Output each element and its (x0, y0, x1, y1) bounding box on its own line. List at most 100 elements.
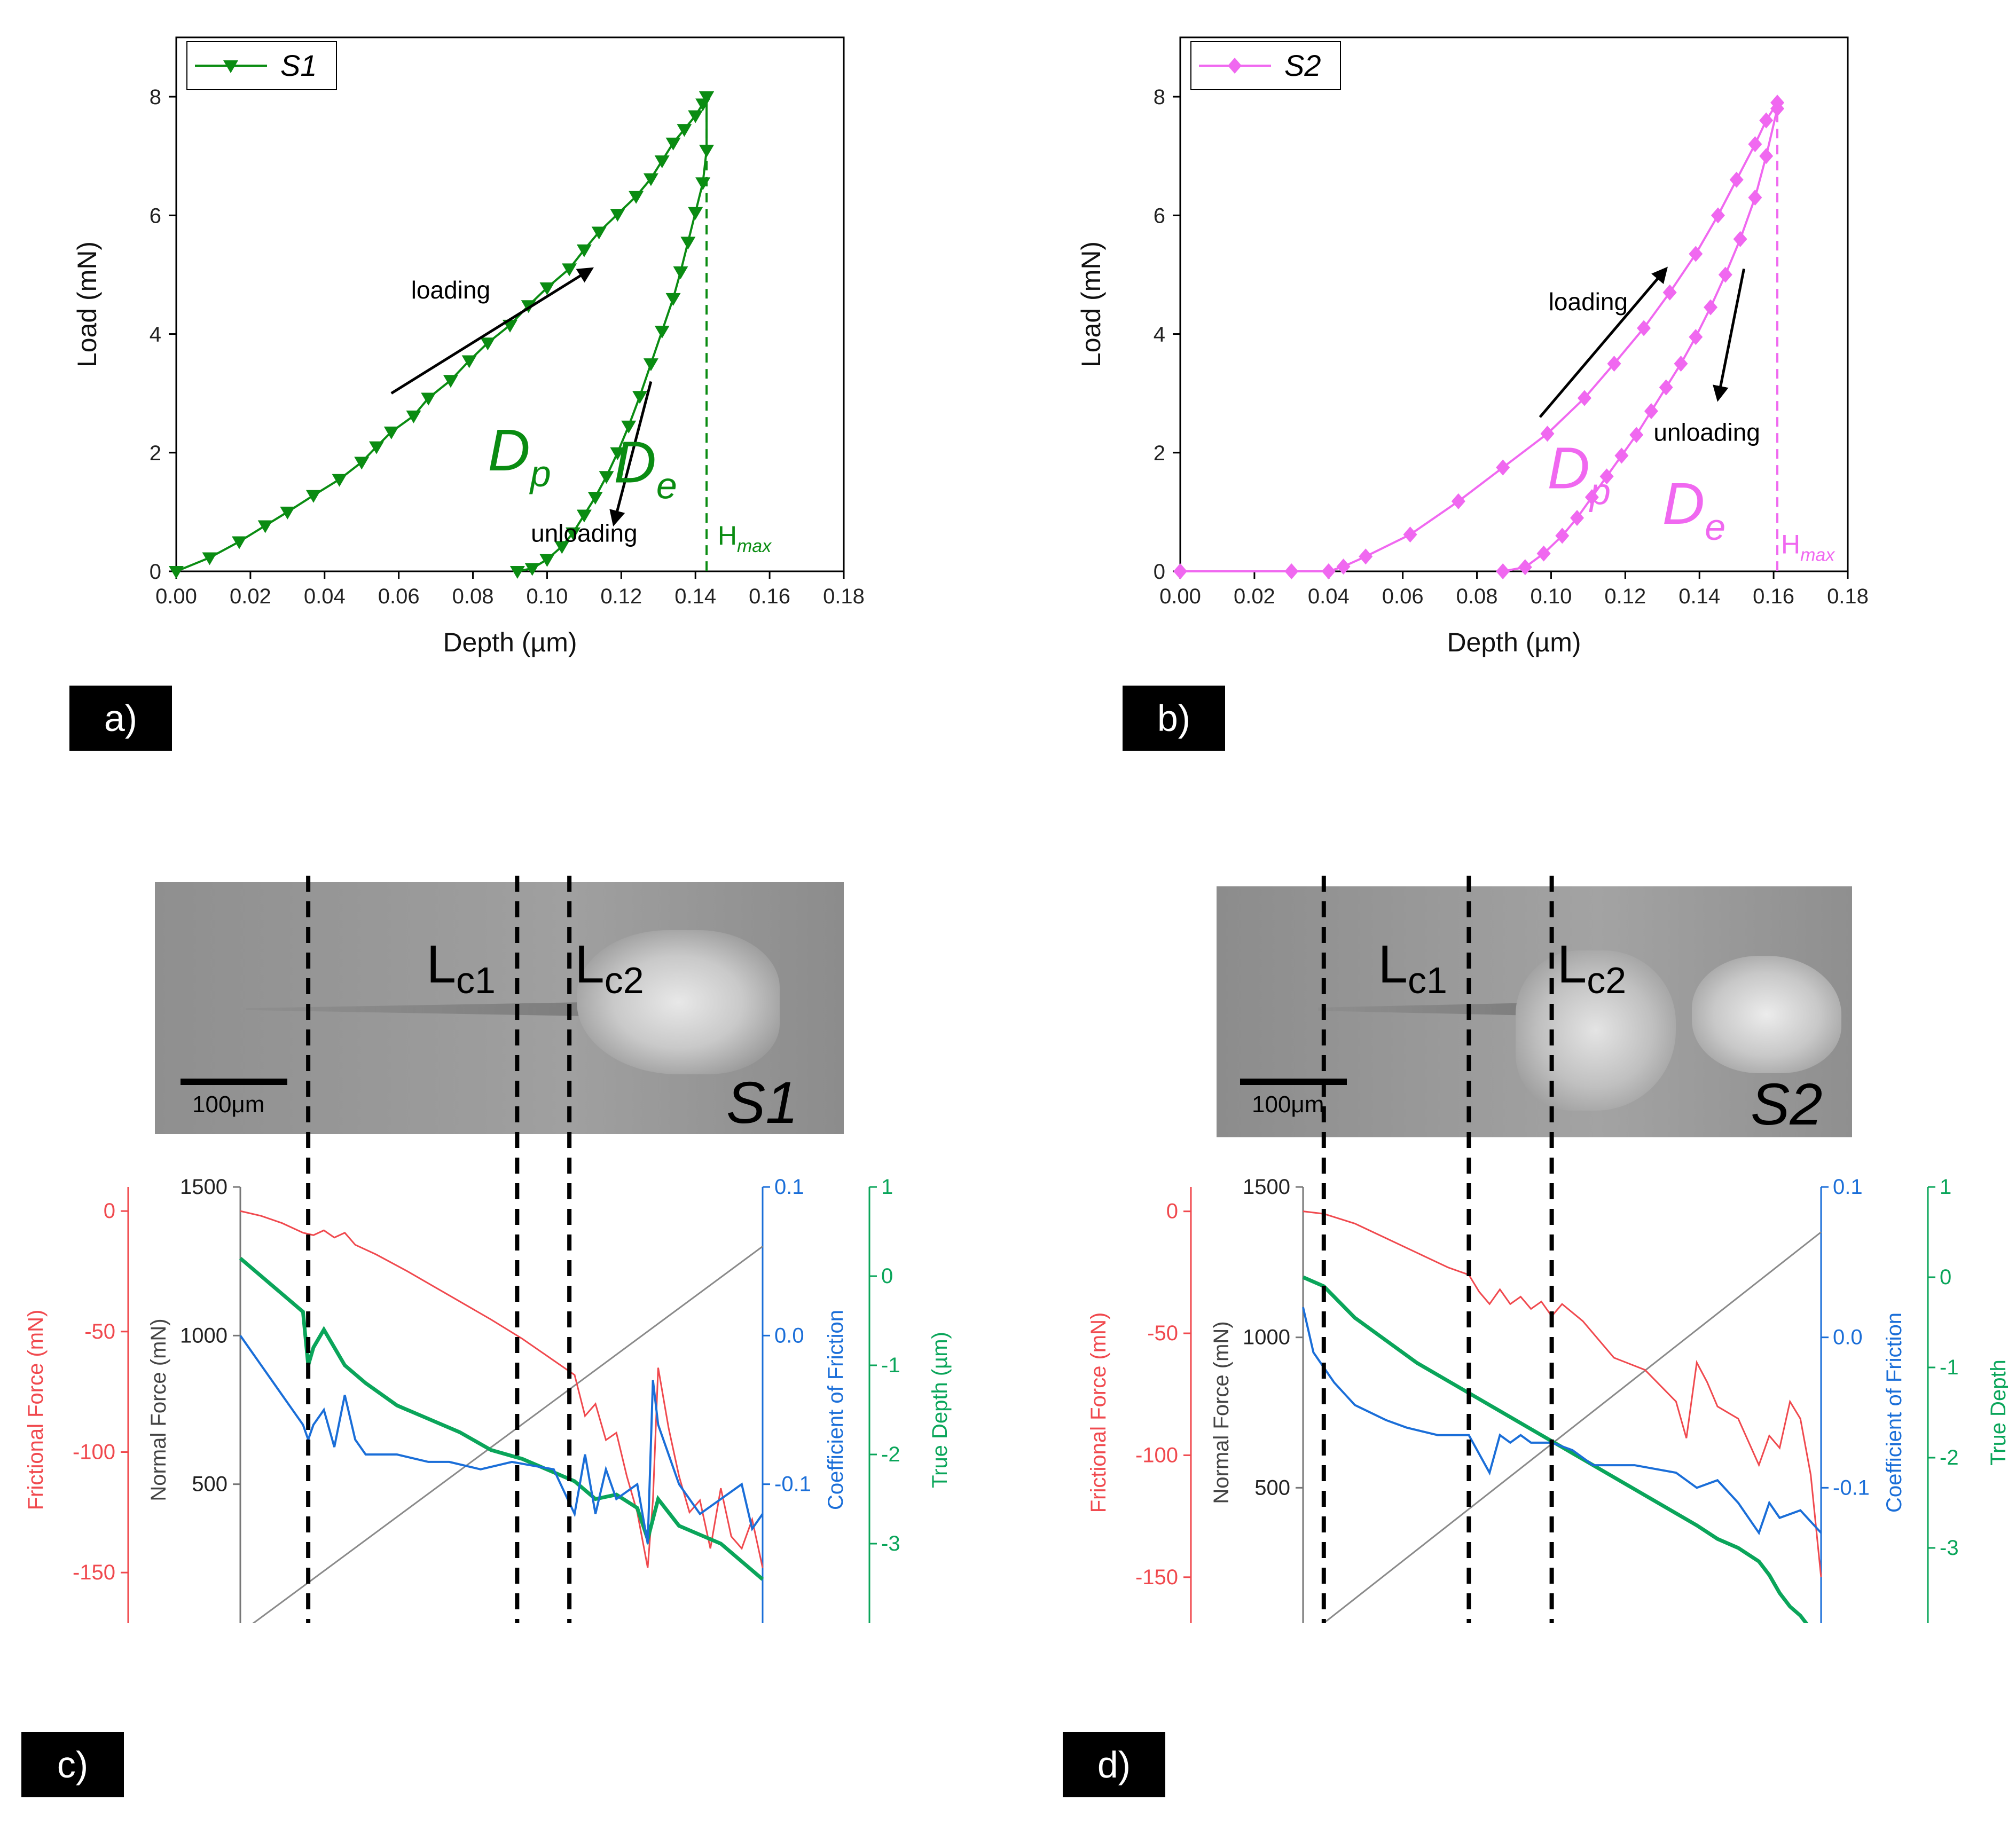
loading-label: loading (411, 276, 490, 304)
data-point-unloading (1644, 403, 1658, 419)
normal-force-tick-label: 0 (216, 1621, 228, 1623)
data-point-unloading (680, 237, 696, 250)
x-tick-label: 0.06 (378, 585, 420, 608)
data-point-loading (1540, 426, 1555, 442)
normal-force-label: Normal Force (mN) (1210, 1321, 1233, 1504)
data-point-loading (421, 392, 436, 406)
unloading-arrow (609, 381, 653, 526)
scale-bar-s1 (181, 1079, 287, 1085)
data-point-loading (1403, 526, 1417, 543)
dp-label: Dp (488, 418, 551, 494)
data-point-loading (461, 355, 477, 368)
y-tick-label: 2 (1154, 442, 1165, 465)
delamination-s1 (577, 930, 780, 1074)
data-point-unloading (1585, 489, 1599, 506)
scale-bar-label-s2: 100μm (1252, 1091, 1324, 1118)
cof-tick-label: 0.0 (774, 1324, 804, 1347)
x-tick-label: 0.12 (600, 585, 642, 608)
data-point-loading (1759, 112, 1774, 129)
x-tick-label: 0.18 (1827, 585, 1869, 608)
y-tick-label: 8 (150, 85, 161, 109)
data-point-loading (480, 337, 496, 351)
plot-frame (175, 36, 845, 572)
true-depth-tick-label: 1 (1940, 1175, 1951, 1199)
data-point-loading (383, 426, 399, 439)
true-depth-tick-label: 1 (881, 1175, 893, 1199)
data-point-unloading (621, 420, 637, 434)
data-point-loading (1321, 563, 1336, 579)
data-point-loading (1336, 559, 1351, 575)
x-tick-label: 0.16 (749, 585, 790, 608)
hmax-sub: max (1800, 545, 1835, 565)
chart-d: 0 500 1000 1500 Normal Force (mN) 0 -50 -100 -15… (1087, 876, 2008, 1623)
true-depth-tick-label: -2 (881, 1443, 900, 1466)
de-sub: e (656, 465, 677, 506)
x-tick-label: 0.12 (1604, 585, 1646, 608)
data-point-unloading (699, 91, 715, 105)
critical-load-label-c1: Lc1 (1378, 934, 1447, 1001)
hmax-label: Hmax (1781, 530, 1835, 565)
unloading-label: unloading (1653, 419, 1760, 446)
true-depth-tick-label: 0 (881, 1264, 893, 1288)
critical-load-sub: c2 (1587, 960, 1626, 1001)
data-point-unloading (1555, 528, 1570, 544)
critical-load-label-c2: Lc2 (575, 934, 644, 1001)
data-point-loading (169, 566, 184, 579)
de-sub: e (1705, 506, 1725, 548)
data-point-loading (1496, 459, 1510, 476)
frictional-force-tick-label: -100 (73, 1440, 115, 1464)
true-depth-tick-label: 0 (1940, 1265, 1951, 1289)
hmax-label: Hmax (718, 521, 772, 556)
unloading-arrow (1713, 268, 1746, 402)
frictional-force-tick-label: -50 (1147, 1322, 1178, 1345)
data-point-unloading (1518, 559, 1532, 576)
de-main: D (614, 429, 656, 495)
x-tick-label: 0.16 (1753, 585, 1794, 608)
true-depth-tick-label: -1 (1940, 1356, 1959, 1379)
true-depth-tick-label: -4 (881, 1621, 900, 1623)
de-label: De (614, 429, 677, 506)
data-point-loading (539, 282, 555, 295)
y-tick-label: 4 (1154, 323, 1165, 347)
x-tick-label: 0.10 (527, 585, 568, 608)
data-point-loading (1451, 493, 1465, 509)
data-point-loading (257, 520, 273, 533)
data-point-unloading (1704, 299, 1718, 316)
data-point-unloading (599, 471, 614, 484)
data-point-unloading (695, 177, 711, 191)
critical-load-label-c1: Lc1 (426, 934, 496, 1001)
normal-force-line (252, 1246, 763, 1623)
x-tick-label: 0.18 (823, 585, 865, 608)
data-point-loading (354, 457, 370, 470)
critical-load-sub: c1 (456, 960, 496, 1001)
y-tick-label: 0 (1154, 560, 1165, 584)
cof-tick-label: -0.1 (1833, 1476, 1870, 1499)
y-axis-label: Load (mN) (1076, 241, 1106, 367)
data-point-loading (629, 191, 644, 204)
hmax-main: H (1781, 530, 1800, 560)
cof-label: Coefficient of Friction (824, 1310, 848, 1510)
data-point-loading (1173, 563, 1187, 579)
y-axis-label: Load (mN) (72, 241, 102, 367)
data-point-loading (305, 490, 321, 503)
data-point-loading (1359, 548, 1373, 565)
data-point-loading (654, 155, 670, 169)
true-depth-label: True Depth (1987, 1359, 2008, 1466)
y-tick-label: 2 (150, 442, 161, 465)
sem-image-s1: 100μm S1 (155, 882, 844, 1134)
data-point-unloading (1659, 379, 1673, 396)
data-point-unloading (654, 326, 670, 339)
normal-force-tick-label: 500 (1254, 1476, 1290, 1499)
data-point-unloading (632, 391, 648, 404)
data-point-unloading (587, 492, 603, 505)
hmax-sub: max (737, 536, 772, 556)
true-depth-label: True Depth (µm) (928, 1332, 952, 1488)
x-tick-label: 0.14 (1678, 585, 1720, 608)
true-depth-line (239, 1256, 764, 1581)
x-tick-label: 0.08 (452, 585, 494, 608)
scale-bar-s2 (1240, 1079, 1347, 1085)
panel-label-a: a) (69, 686, 172, 751)
data-point-unloading (524, 563, 540, 576)
data-point-loading (1748, 136, 1762, 152)
data-point-loading (1607, 356, 1621, 372)
